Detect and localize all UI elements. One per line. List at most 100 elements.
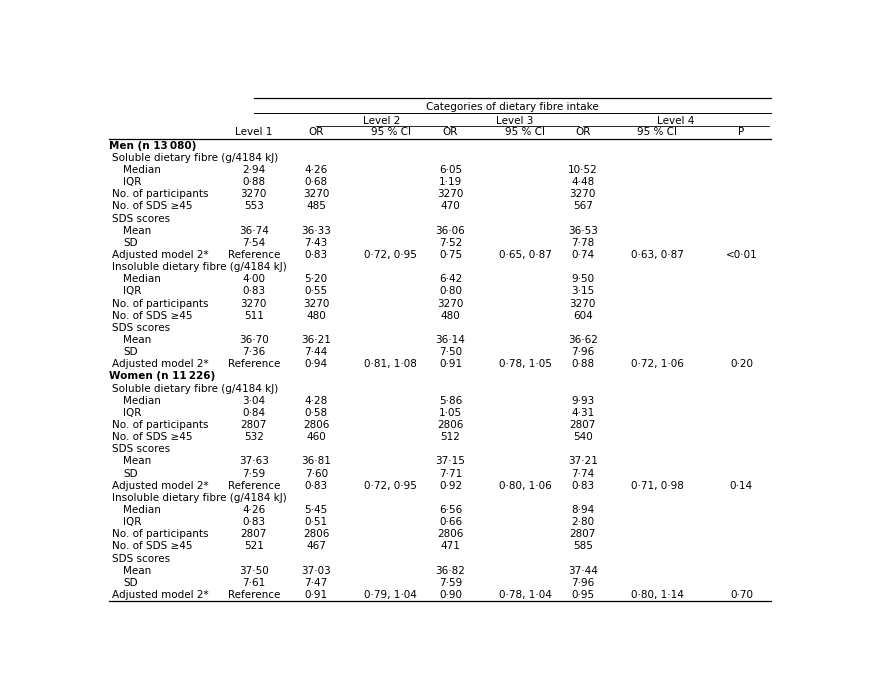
Text: 467: 467 — [306, 541, 326, 552]
Text: 36·53: 36·53 — [568, 226, 598, 236]
Text: Soluble dietary fibre (g/4184 kJ): Soluble dietary fibre (g/4184 kJ) — [112, 153, 278, 163]
Text: 604: 604 — [573, 311, 592, 321]
Text: 567: 567 — [573, 201, 592, 212]
Text: 512: 512 — [440, 432, 460, 442]
Text: 2806: 2806 — [438, 420, 464, 430]
Text: Reference: Reference — [228, 250, 280, 260]
Text: 3·04: 3·04 — [242, 396, 265, 406]
Text: 0·90: 0·90 — [439, 590, 462, 600]
Text: No. of SDS ≥45: No. of SDS ≥45 — [112, 201, 192, 212]
Text: 485: 485 — [306, 201, 326, 212]
Text: 4·31: 4·31 — [571, 408, 594, 418]
Text: 4·28: 4·28 — [304, 396, 328, 406]
Text: 7·59: 7·59 — [439, 578, 462, 588]
Text: 0·51: 0·51 — [304, 517, 328, 527]
Text: 5·86: 5·86 — [439, 396, 462, 406]
Text: 4·00: 4·00 — [242, 274, 265, 284]
Text: 0·83: 0·83 — [571, 481, 594, 491]
Text: OR: OR — [309, 127, 324, 137]
Text: OR: OR — [443, 127, 458, 137]
Text: 3270: 3270 — [241, 190, 267, 199]
Text: 0·80, 1·14: 0·80, 1·14 — [631, 590, 683, 600]
Text: 511: 511 — [244, 311, 263, 321]
Text: 0·84: 0·84 — [242, 408, 265, 418]
Text: 7·54: 7·54 — [242, 238, 265, 248]
Text: 0·20: 0·20 — [730, 359, 752, 370]
Text: 0·83: 0·83 — [304, 250, 328, 260]
Text: Categories of dietary fibre intake: Categories of dietary fibre intake — [426, 102, 598, 112]
Text: 5·20: 5·20 — [304, 274, 328, 284]
Text: No. of participants: No. of participants — [112, 299, 208, 308]
Text: 6·56: 6·56 — [439, 505, 462, 515]
Text: 0·81, 1·08: 0·81, 1·08 — [364, 359, 417, 370]
Text: 2·94: 2·94 — [242, 165, 265, 175]
Text: 3270: 3270 — [570, 299, 596, 308]
Text: Median: Median — [123, 274, 161, 284]
Text: 0·72, 1·06: 0·72, 1·06 — [631, 359, 683, 370]
Text: 0·72, 0·95: 0·72, 0·95 — [364, 250, 417, 260]
Text: Insoluble dietary fibre (g/4184 kJ): Insoluble dietary fibre (g/4184 kJ) — [112, 493, 287, 503]
Text: 36·21: 36·21 — [301, 335, 331, 345]
Text: Adjusted model 2*: Adjusted model 2* — [112, 590, 209, 600]
Text: 7·36: 7·36 — [242, 347, 265, 357]
Text: 480: 480 — [306, 311, 326, 321]
Text: 7·59: 7·59 — [242, 469, 265, 479]
Text: 2806: 2806 — [303, 529, 329, 539]
Text: 0·74: 0·74 — [571, 250, 594, 260]
Text: 95 % CI: 95 % CI — [637, 127, 677, 137]
Text: 37·44: 37·44 — [568, 565, 598, 576]
Text: Insoluble dietary fibre (g/4184 kJ): Insoluble dietary fibre (g/4184 kJ) — [112, 262, 287, 272]
Text: 0·65, 0·87: 0·65, 0·87 — [499, 250, 551, 260]
Text: 0·83: 0·83 — [242, 286, 265, 297]
Text: Level 1: Level 1 — [235, 127, 272, 137]
Text: 7·96: 7·96 — [571, 347, 594, 357]
Text: 0·70: 0·70 — [730, 590, 752, 600]
Text: 36·74: 36·74 — [239, 226, 269, 236]
Text: 36·81: 36·81 — [301, 456, 331, 466]
Text: 2807: 2807 — [241, 529, 267, 539]
Text: No. of SDS ≥45: No. of SDS ≥45 — [112, 541, 192, 552]
Text: 460: 460 — [306, 432, 326, 442]
Text: 0·88: 0·88 — [571, 359, 594, 370]
Text: No. of SDS ≥45: No. of SDS ≥45 — [112, 432, 192, 442]
Text: 0·71, 0·98: 0·71, 0·98 — [631, 481, 683, 491]
Text: 0·78, 1·05: 0·78, 1·05 — [499, 359, 551, 370]
Text: 2·80: 2·80 — [571, 517, 594, 527]
Text: Adjusted model 2*: Adjusted model 2* — [112, 481, 209, 491]
Text: 4·48: 4·48 — [571, 177, 594, 188]
Text: P: P — [738, 127, 745, 137]
Text: Soluble dietary fibre (g/4184 kJ): Soluble dietary fibre (g/4184 kJ) — [112, 383, 278, 394]
Text: Mean: Mean — [123, 456, 151, 466]
Text: 4·26: 4·26 — [242, 505, 265, 515]
Text: 0·79, 1·04: 0·79, 1·04 — [364, 590, 417, 600]
Text: 2807: 2807 — [570, 529, 596, 539]
Text: 3270: 3270 — [570, 190, 596, 199]
Text: Level 2: Level 2 — [363, 115, 401, 126]
Text: 36·62: 36·62 — [568, 335, 598, 345]
Text: No. of participants: No. of participants — [112, 190, 208, 199]
Text: 3270: 3270 — [303, 190, 329, 199]
Text: 2807: 2807 — [570, 420, 596, 430]
Text: 2806: 2806 — [438, 529, 464, 539]
Text: 3270: 3270 — [241, 299, 267, 308]
Text: IQR: IQR — [123, 177, 142, 188]
Text: No. of SDS ≥45: No. of SDS ≥45 — [112, 311, 192, 321]
Text: Median: Median — [123, 505, 161, 515]
Text: 0·80, 1·06: 0·80, 1·06 — [499, 481, 551, 491]
Text: 6·05: 6·05 — [439, 165, 462, 175]
Text: 7·61: 7·61 — [242, 578, 265, 588]
Text: 7·43: 7·43 — [304, 238, 328, 248]
Text: 553: 553 — [244, 201, 263, 212]
Text: Reference: Reference — [228, 481, 280, 491]
Text: SDS scores: SDS scores — [112, 214, 171, 224]
Text: 0·92: 0·92 — [439, 481, 462, 491]
Text: 36·82: 36·82 — [436, 565, 466, 576]
Text: 1·05: 1·05 — [439, 408, 462, 418]
Text: 7·78: 7·78 — [571, 238, 594, 248]
Text: 36·14: 36·14 — [436, 335, 466, 345]
Text: SD: SD — [123, 238, 137, 248]
Text: IQR: IQR — [123, 286, 142, 297]
Text: Median: Median — [123, 396, 161, 406]
Text: 95 % CI: 95 % CI — [505, 127, 545, 137]
Text: 2807: 2807 — [241, 420, 267, 430]
